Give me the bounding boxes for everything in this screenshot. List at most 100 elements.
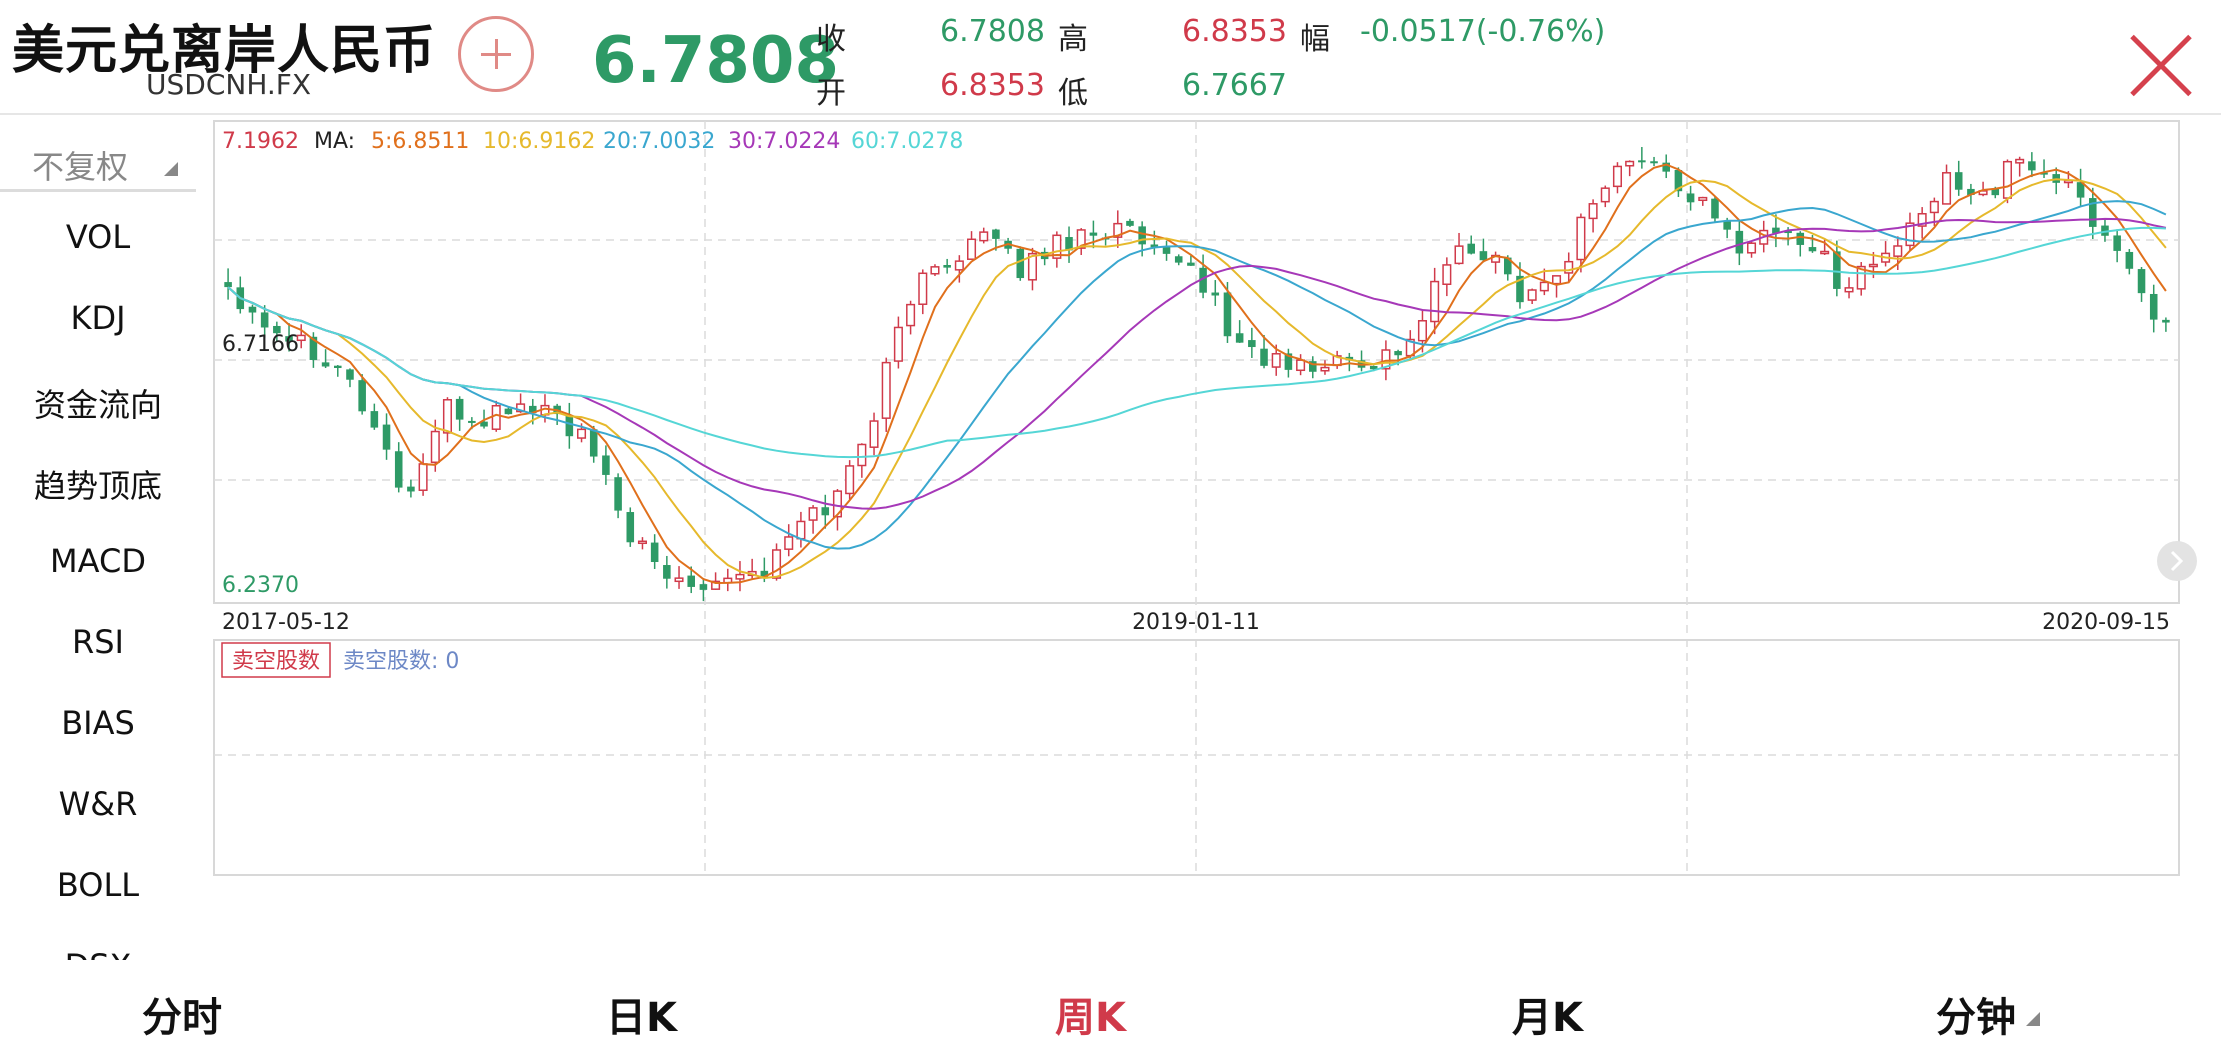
candle [711,580,721,590]
indicator-kdj[interactable]: KDJ [70,299,126,337]
indicator-bias[interactable]: BIAS [61,704,135,742]
ma10-line [227,178,2167,580]
candle [1942,172,1952,205]
candle [637,540,647,545]
adjust-selector[interactable]: 不复权 [0,128,196,192]
candle [1711,198,1719,219]
candle [602,455,610,475]
ma30-line [227,217,2167,510]
indicator-macd[interactable]: MACD [50,542,146,580]
candle [565,415,574,437]
candle [1954,172,1963,190]
candle [687,575,695,587]
candle [796,520,806,540]
candle [1235,333,1244,343]
candle [382,424,391,450]
candle [1808,247,1817,252]
high-value: 6.8353 [1182,14,1287,49]
candle [2015,158,2025,164]
change-value: -0.0517(-0.76%) [1360,14,1606,49]
tab-daily-k[interactable]: 日K [606,995,677,1041]
x-label-mid: 2019-01-11 [1132,610,1260,635]
indicator-vol[interactable]: VOL [65,218,131,256]
candle [1187,262,1195,266]
y-max-label: 7.1962 [222,129,299,154]
candle [1150,244,1159,248]
candle [1588,203,1598,220]
ma60-line [227,226,2166,459]
candle [1260,348,1268,366]
candle [832,490,842,518]
candle [2162,319,2170,323]
candle [589,429,598,457]
candle [418,463,428,491]
candle [2149,293,2158,320]
candle [370,411,379,428]
candle [1552,275,1562,285]
tab-minute[interactable]: 分钟 [1936,995,2016,1041]
tab-weekly-k[interactable]: 周K [1055,995,1126,1041]
candle [1868,263,1878,268]
candle [821,507,830,516]
candle [1856,265,1866,290]
candle [1833,251,1841,289]
indicator-fund-flow[interactable]: 资金流向 [33,386,162,424]
candle [1929,200,1939,214]
candle [468,420,476,423]
candle [1735,230,1744,254]
candle [1138,226,1146,245]
indicator-trend[interactable]: 趋势顶底 [33,467,162,505]
candle [1527,289,1537,301]
candle [529,405,537,414]
candle [1820,250,1830,255]
candle [1248,340,1256,348]
candle [1065,237,1073,251]
candle [674,577,684,583]
indicator-boll[interactable]: BOLL [56,866,140,904]
candle [1223,292,1232,337]
candle [992,229,1000,239]
candle [273,325,281,334]
candle [1162,246,1171,254]
short-sell-value: 卖空股数: 0 [343,649,459,674]
candle [577,428,587,439]
candle [1723,221,1731,230]
candle [1772,227,1780,234]
candle [1052,234,1062,259]
tab-monthly-k[interactable]: 月K [1512,995,1583,1041]
indicator-dsx[interactable]: DSX [0,947,196,960]
candle [1917,213,1927,227]
candle [1369,365,1378,370]
close-value: 6.7808 [940,14,1045,49]
candle [2028,161,2036,171]
indicator-sidebar: 不复权 VOL KDJ 资金流向 趋势顶底 MACD RSI BIAS W&R … [0,118,196,960]
candle [1271,353,1281,368]
candle [2076,182,2085,198]
scroll-handle[interactable] [2157,541,2197,581]
candle [2040,172,2048,175]
add-watchlist-button[interactable] [458,16,534,92]
candle [845,465,855,495]
indicator-rsi[interactable]: RSI [72,623,124,661]
kline-chart[interactable]: 7.1962 6.7166 6.2370 MA: 5:6.8511 10:6.9… [0,0,2221,960]
candle [1539,281,1549,292]
candle [1113,222,1123,238]
candle [491,405,501,430]
candle [1089,232,1098,236]
candle [480,421,488,427]
candle [881,361,891,419]
candle [906,303,916,327]
candle [1747,242,1757,254]
candle [394,451,403,488]
candle [1516,275,1524,303]
low-label: 低 [1058,76,1088,111]
candle [2002,160,2012,199]
candle [334,365,342,369]
short-sell-button[interactable] [221,642,331,678]
close-label: 收 [816,22,846,57]
tab-intraday[interactable]: 分时 [142,995,222,1041]
candle [1454,245,1464,265]
ma5-label: 5:6.8511 [371,129,469,154]
candle [650,542,659,563]
indicator-wr[interactable]: W&R [58,785,138,823]
